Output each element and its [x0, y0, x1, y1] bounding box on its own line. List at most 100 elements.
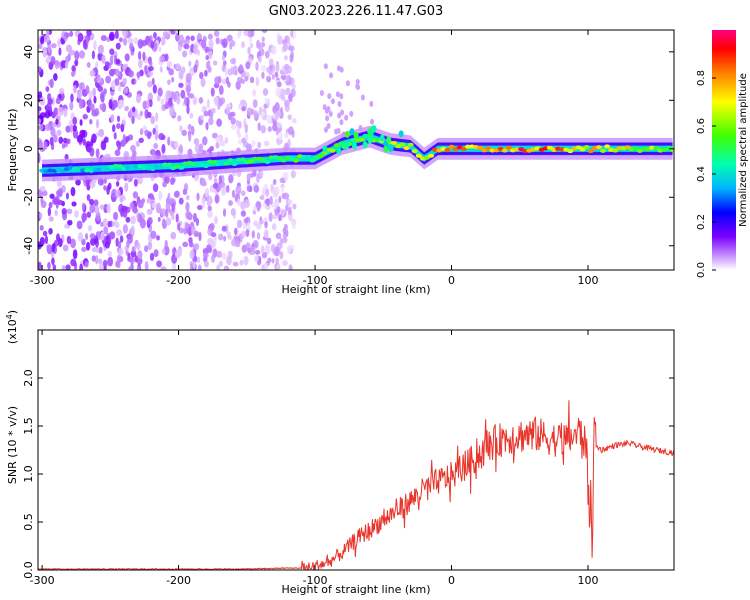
noise-blob — [177, 115, 182, 122]
noise-blob — [291, 221, 296, 230]
noise-blob — [199, 71, 204, 80]
noise-blob — [248, 36, 253, 44]
noise-blob — [174, 30, 181, 34]
noise-blob — [206, 200, 211, 207]
noise-blob — [280, 95, 286, 102]
noise-blob — [225, 76, 229, 85]
noise-blob — [114, 30, 119, 40]
noise-blob — [280, 185, 285, 194]
noise-blob — [146, 111, 152, 119]
noise-blob — [46, 102, 52, 111]
noise-blob — [72, 249, 78, 260]
noise-blob — [183, 43, 190, 50]
noise-blob — [251, 246, 256, 256]
snr-x-label: Height of straight line (km) — [281, 583, 430, 596]
noise-blob — [205, 54, 209, 61]
noise-blob — [202, 252, 209, 259]
noise-blob — [85, 241, 91, 251]
noise-blob — [161, 218, 166, 227]
x-tick-label: 0 — [448, 274, 455, 287]
noise-blob — [339, 119, 344, 126]
noise-blob — [124, 182, 129, 192]
noise-blob — [168, 198, 175, 204]
noise-blob — [156, 260, 163, 268]
ridge-point — [362, 141, 368, 149]
noise-blob — [226, 34, 233, 42]
noise-blob — [182, 241, 189, 248]
ridge-point — [260, 157, 267, 162]
noise-blob — [252, 99, 258, 109]
noise-blob — [93, 96, 97, 104]
noise-blob — [58, 47, 62, 56]
noise-blob — [58, 237, 63, 248]
noise-blob — [261, 30, 268, 34]
noise-blob — [239, 64, 243, 72]
noise-blob — [325, 115, 330, 122]
noise-blob — [122, 209, 128, 218]
ridge-point — [403, 146, 410, 151]
noise-blob — [207, 205, 212, 212]
noise-blob — [283, 132, 289, 139]
noise-blob — [156, 95, 161, 102]
noise-blob — [130, 225, 135, 236]
noise-blob — [287, 206, 292, 216]
noise-blob — [76, 134, 83, 143]
colorbar-tick-label: 0.0 — [696, 262, 707, 278]
noise-blob — [241, 41, 245, 49]
noise-blob — [53, 73, 58, 81]
noise-blob — [216, 118, 223, 127]
noise-blob — [255, 249, 261, 255]
noise-blob — [195, 217, 199, 227]
noise-blob — [173, 191, 179, 198]
noise-blob — [260, 124, 266, 134]
spectrogram-y-ticks: -40 -20 0 20 40 — [22, 45, 674, 255]
noise-blob — [340, 109, 345, 116]
noise-blob — [186, 87, 190, 97]
ridge-point — [415, 153, 422, 158]
y-tick-label: 0.5 — [22, 513, 35, 531]
noise-blob — [127, 37, 134, 45]
noise-blob — [122, 37, 128, 46]
noise-blob — [107, 250, 112, 257]
noise-blob — [70, 238, 76, 249]
noise-blob — [42, 230, 48, 237]
noise-blob — [162, 31, 169, 38]
x-tick-label: -300 — [30, 274, 55, 287]
noise-blob — [241, 230, 246, 239]
noise-blob — [252, 89, 256, 97]
noise-blob — [160, 134, 166, 141]
ridge-point — [379, 134, 385, 142]
noise-blob — [47, 261, 51, 270]
noise-blob — [55, 118, 59, 125]
noise-blob — [92, 87, 96, 98]
noise-blob — [208, 117, 214, 126]
noise-blob — [81, 238, 86, 246]
noise-blob — [98, 128, 105, 138]
noise-blob — [103, 136, 109, 143]
ridge-point — [247, 159, 254, 164]
noise-blob — [44, 110, 51, 119]
noise-blob — [40, 36, 45, 45]
noise-blob — [218, 260, 224, 267]
noise-blob — [275, 87, 281, 98]
noise-blob — [105, 75, 112, 84]
noise-blob — [256, 232, 261, 240]
y-tick-label: 1.0 — [22, 465, 35, 483]
noise-blob — [205, 122, 209, 131]
noise-blob — [165, 217, 172, 226]
ridge-point — [336, 147, 342, 155]
noise-blob — [210, 87, 215, 97]
noise-blob — [153, 31, 157, 39]
noise-blob — [137, 51, 142, 60]
noise-blob — [253, 220, 259, 227]
noise-blob — [228, 200, 233, 206]
noise-blob — [133, 178, 138, 187]
noise-blob — [74, 50, 80, 61]
ridge-point — [505, 145, 512, 150]
ridge-point — [604, 144, 611, 149]
noise-blob — [230, 208, 236, 216]
noise-blob — [98, 263, 104, 270]
noise-blob — [182, 188, 188, 195]
noise-blob — [218, 98, 223, 107]
noise-blob — [246, 221, 251, 231]
